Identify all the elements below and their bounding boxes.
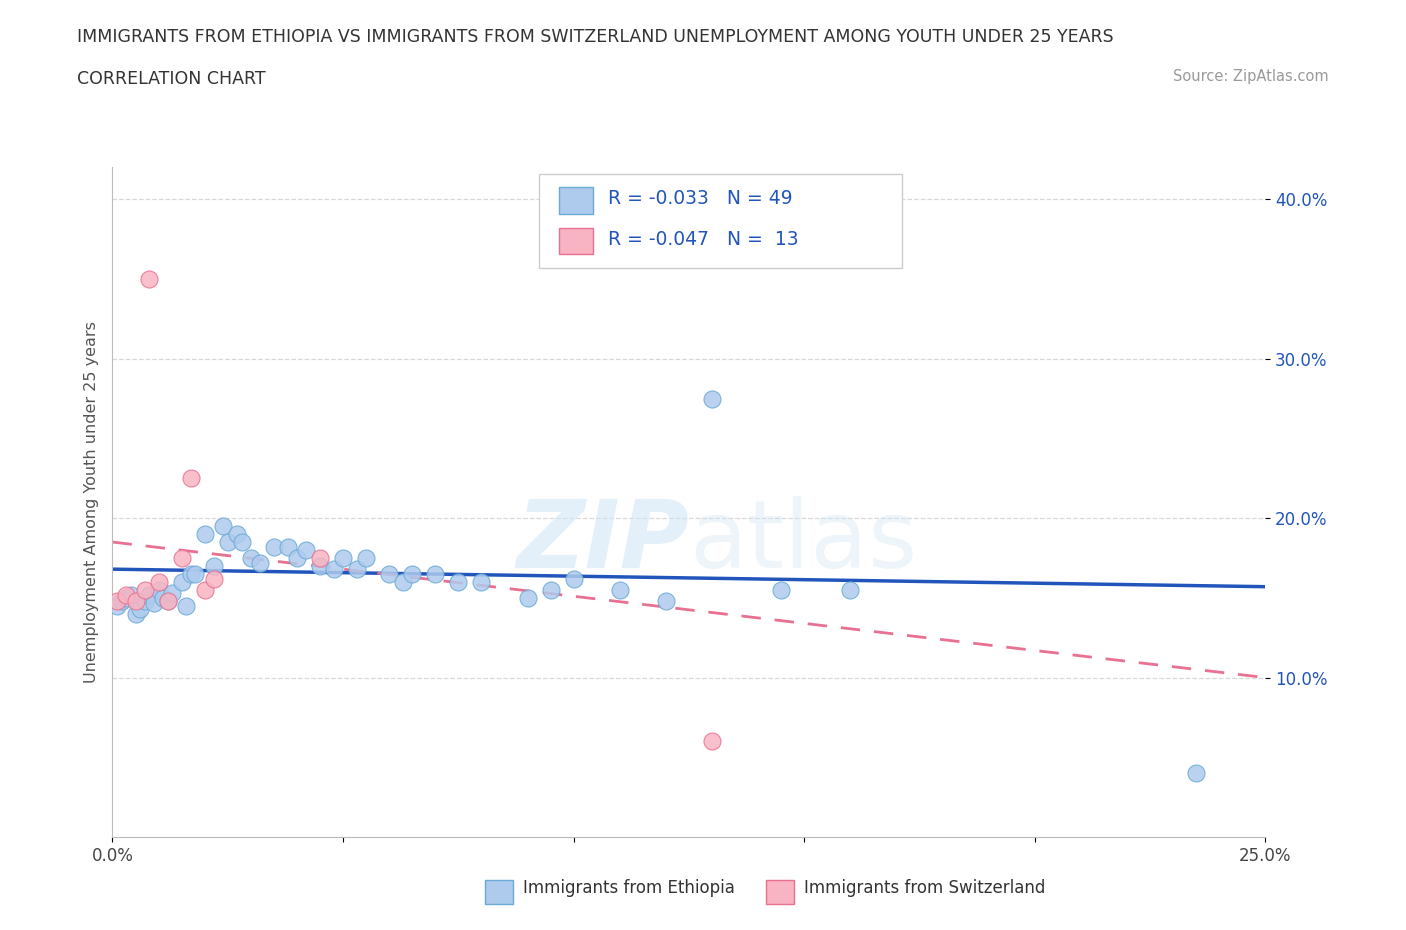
- Point: [138, 272, 160, 286]
- Point: [156, 593, 179, 608]
- Point: [174, 598, 197, 613]
- Point: [129, 602, 152, 617]
- Point: [194, 582, 217, 597]
- Text: Immigrants from Ethiopia: Immigrants from Ethiopia: [523, 879, 735, 897]
- Point: [425, 566, 447, 581]
- Point: [148, 575, 170, 590]
- Point: [285, 551, 308, 565]
- Point: [124, 606, 146, 621]
- Point: [180, 566, 202, 581]
- Point: [700, 734, 723, 749]
- Point: [516, 591, 538, 605]
- Point: [700, 392, 723, 406]
- Point: [392, 575, 415, 590]
- Point: [249, 555, 271, 570]
- Y-axis label: Unemployment Among Youth under 25 years: Unemployment Among Youth under 25 years: [83, 321, 98, 684]
- Point: [655, 593, 678, 608]
- Point: [401, 566, 423, 581]
- Point: [124, 593, 146, 608]
- Point: [105, 598, 128, 613]
- Point: [152, 591, 174, 605]
- Point: [180, 471, 202, 485]
- Point: [263, 539, 285, 554]
- Point: [839, 582, 862, 597]
- Point: [447, 575, 470, 590]
- Point: [540, 582, 562, 597]
- Point: [170, 575, 193, 590]
- Point: [202, 559, 225, 574]
- Point: [162, 586, 184, 601]
- Text: R = -0.033   N = 49: R = -0.033 N = 49: [609, 190, 793, 208]
- Point: [170, 551, 193, 565]
- Text: atlas: atlas: [689, 497, 917, 589]
- Point: [143, 595, 166, 610]
- Text: R = -0.047   N =  13: R = -0.047 N = 13: [609, 230, 799, 248]
- Point: [309, 551, 332, 565]
- Point: [239, 551, 262, 565]
- FancyBboxPatch shape: [558, 228, 593, 255]
- Point: [212, 519, 235, 534]
- Point: [770, 582, 793, 597]
- Point: [562, 571, 585, 586]
- Point: [194, 526, 217, 541]
- Point: [202, 571, 225, 586]
- Point: [138, 587, 160, 602]
- Point: [470, 575, 492, 590]
- Text: IMMIGRANTS FROM ETHIOPIA VS IMMIGRANTS FROM SWITZERLAND UNEMPLOYMENT AMONG YOUTH: IMMIGRANTS FROM ETHIOPIA VS IMMIGRANTS F…: [77, 28, 1114, 46]
- Point: [346, 562, 368, 577]
- Point: [184, 566, 207, 581]
- Point: [231, 535, 253, 550]
- Text: CORRELATION CHART: CORRELATION CHART: [77, 70, 266, 87]
- Point: [1185, 765, 1208, 780]
- Point: [111, 593, 134, 608]
- Text: ZIP: ZIP: [516, 497, 689, 589]
- Point: [217, 535, 239, 550]
- Point: [148, 582, 170, 597]
- Text: Source: ZipAtlas.com: Source: ZipAtlas.com: [1173, 69, 1329, 84]
- Point: [115, 591, 138, 605]
- Point: [354, 551, 377, 565]
- Point: [295, 542, 318, 557]
- Point: [134, 582, 156, 597]
- Point: [322, 562, 344, 577]
- Point: [226, 526, 249, 541]
- Point: [332, 551, 354, 565]
- Point: [105, 593, 128, 608]
- Point: [134, 593, 156, 608]
- FancyBboxPatch shape: [538, 174, 903, 268]
- Point: [277, 539, 299, 554]
- Point: [309, 559, 332, 574]
- Point: [120, 587, 142, 602]
- Point: [378, 566, 401, 581]
- Point: [609, 582, 631, 597]
- Point: [115, 587, 138, 602]
- FancyBboxPatch shape: [558, 188, 593, 214]
- Text: Immigrants from Switzerland: Immigrants from Switzerland: [804, 879, 1046, 897]
- Point: [156, 593, 179, 608]
